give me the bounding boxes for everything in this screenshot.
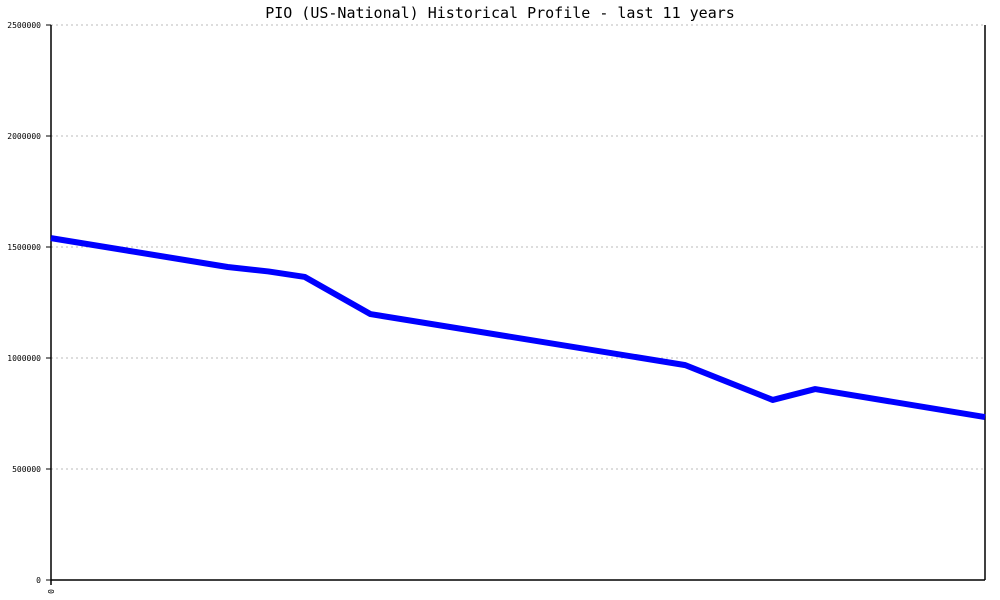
chart-title: PIO (US-National) Historical Profile - l… <box>265 4 735 22</box>
y-tick-label: 500000 <box>12 465 41 474</box>
y-tick-label: 2500000 <box>7 21 41 30</box>
y-tick-label: 0 <box>36 576 41 585</box>
y-tick-label: 2000000 <box>7 132 41 141</box>
x-tick-label: 0 <box>47 589 56 594</box>
series-line <box>50 235 986 421</box>
y-tick-label: 1000000 <box>7 354 41 363</box>
y-tick-label: 1500000 <box>7 243 41 252</box>
